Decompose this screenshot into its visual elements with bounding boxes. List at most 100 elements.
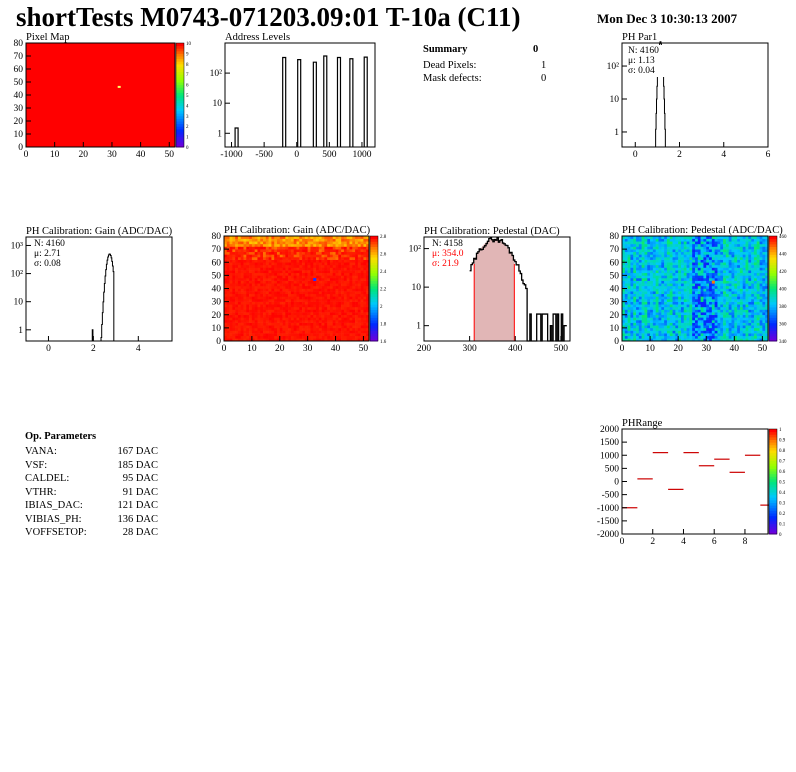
heat-cell bbox=[260, 314, 264, 318]
heat-cell bbox=[307, 275, 311, 279]
heat-cell bbox=[666, 306, 671, 310]
heat-cell bbox=[717, 291, 721, 295]
heat-cell bbox=[636, 257, 640, 260]
heat-cell bbox=[310, 278, 314, 281]
heat-cell bbox=[728, 338, 732, 342]
heat-cell bbox=[675, 306, 679, 310]
heat-cell bbox=[703, 246, 707, 250]
stat-line: N: 4158 bbox=[432, 239, 463, 249]
heat-cell bbox=[346, 270, 350, 274]
heat-cell bbox=[700, 314, 704, 318]
heat-cell bbox=[683, 243, 687, 247]
heat-cell bbox=[731, 246, 735, 250]
heat-cell bbox=[725, 335, 729, 339]
x-tick-label: 0 bbox=[620, 537, 625, 547]
y-tick-label: 10² bbox=[11, 270, 24, 280]
heat-cell bbox=[728, 262, 732, 266]
heat-cell bbox=[697, 335, 701, 339]
palette-cell bbox=[176, 123, 184, 127]
heat-cell bbox=[274, 238, 278, 242]
heat-cell bbox=[683, 306, 687, 310]
heat-cell bbox=[349, 293, 353, 297]
heat-cell bbox=[706, 270, 710, 274]
heat-cell bbox=[321, 241, 325, 245]
heat-cell bbox=[363, 241, 367, 245]
heat-cell bbox=[627, 243, 631, 247]
heat-cell bbox=[680, 241, 685, 245]
heat-cell bbox=[700, 333, 704, 337]
heat-cell bbox=[723, 325, 727, 329]
heat-cell bbox=[658, 330, 662, 334]
heat-cell bbox=[232, 296, 236, 300]
heat-cell bbox=[717, 241, 721, 245]
palette-label: 1 bbox=[186, 136, 189, 141]
heat-cell bbox=[288, 293, 292, 297]
heat-cell bbox=[329, 280, 334, 284]
heat-cell bbox=[352, 304, 356, 308]
heat-cell bbox=[257, 280, 261, 284]
heat-cell bbox=[327, 241, 331, 245]
heat-cell bbox=[661, 330, 665, 334]
heat-cell bbox=[237, 306, 242, 310]
heat-cell bbox=[296, 251, 300, 255]
heat-cell bbox=[622, 306, 626, 310]
heat-cell bbox=[338, 278, 342, 281]
palette-label: 7 bbox=[186, 73, 189, 78]
heat-cell bbox=[622, 325, 626, 329]
heat-cell bbox=[304, 314, 308, 318]
heat-cell bbox=[751, 278, 755, 281]
heat-cell bbox=[641, 267, 645, 271]
heat-cell bbox=[282, 309, 286, 313]
heat-cell bbox=[627, 236, 631, 239]
heat-cell bbox=[290, 259, 295, 263]
y-tick-label: 60 bbox=[212, 258, 222, 268]
heat-cell bbox=[636, 270, 640, 274]
heat-cell bbox=[293, 249, 297, 253]
heat-cell bbox=[274, 304, 278, 308]
heat-cell bbox=[232, 333, 236, 337]
heat-cell bbox=[709, 309, 713, 313]
heat-cell bbox=[251, 330, 255, 334]
heat-cell bbox=[697, 320, 701, 323]
heat-cell bbox=[299, 322, 303, 326]
heat-cell bbox=[257, 291, 261, 295]
heat-cell bbox=[706, 259, 710, 263]
heat-cell bbox=[706, 275, 710, 279]
heat-cell bbox=[633, 272, 637, 276]
heat-cell bbox=[748, 322, 752, 326]
heat-cell bbox=[307, 338, 311, 342]
heat-cell bbox=[658, 249, 662, 253]
heat-cell bbox=[260, 246, 264, 250]
heat-cell bbox=[700, 288, 704, 292]
heat-cell bbox=[748, 236, 752, 239]
heat-cell bbox=[251, 306, 255, 310]
heat-cell bbox=[302, 322, 306, 326]
heat-cell bbox=[307, 320, 311, 323]
heat-cell bbox=[329, 241, 334, 245]
heat-cell bbox=[327, 304, 331, 308]
heat-cell bbox=[700, 296, 704, 300]
heat-cell bbox=[723, 304, 727, 308]
heat-cell bbox=[638, 317, 642, 321]
heat-cell bbox=[686, 299, 690, 302]
heat-cell bbox=[276, 333, 281, 337]
heat-cell bbox=[697, 299, 701, 302]
heat-cell bbox=[229, 291, 233, 295]
heat-cell bbox=[360, 278, 364, 281]
heat-cell bbox=[638, 306, 642, 310]
heat-cell bbox=[257, 299, 261, 302]
heat-cell bbox=[296, 338, 300, 342]
heat-cell bbox=[695, 288, 699, 292]
palette-cell bbox=[769, 434, 777, 438]
heat-cell bbox=[237, 259, 242, 263]
heat-cell bbox=[237, 283, 242, 287]
heat-cell bbox=[723, 243, 727, 247]
heat-cell bbox=[235, 325, 239, 329]
heat-cell bbox=[249, 291, 253, 295]
heat-cell bbox=[263, 251, 267, 255]
heat-cell bbox=[274, 309, 278, 313]
heat-cell bbox=[299, 309, 303, 313]
heat-cell bbox=[756, 251, 760, 255]
heat-cell bbox=[357, 312, 361, 316]
heat-cell bbox=[720, 285, 724, 289]
